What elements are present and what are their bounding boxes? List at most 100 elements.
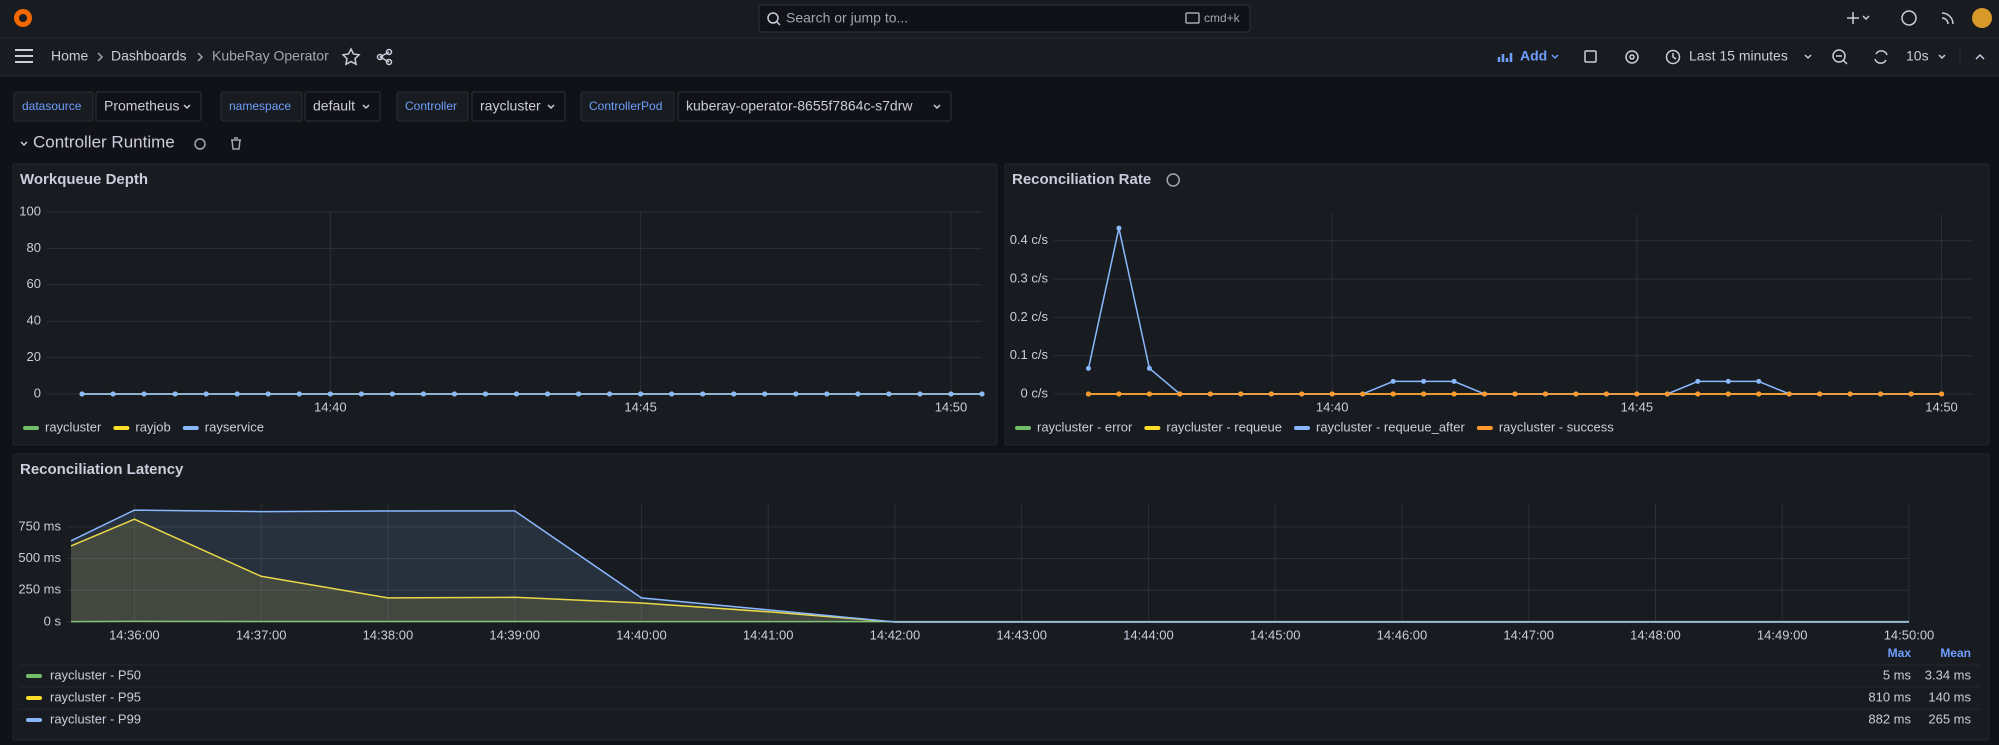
legend-column-header: Max	[1888, 646, 1912, 660]
variable-select[interactable]	[304, 91, 381, 122]
y-tick-label: 0 s	[44, 613, 62, 628]
legend-label[interactable]: raycluster - success	[1499, 419, 1614, 434]
row-delete-icon[interactable]	[231, 137, 241, 150]
refresh-icon[interactable]	[1874, 50, 1888, 64]
share-icon[interactable]	[379, 51, 390, 63]
legend-label[interactable]: raycluster	[45, 419, 102, 434]
x-tick-label: 14:41:00	[743, 627, 794, 642]
data-point	[1268, 391, 1274, 397]
refresh-interval[interactable]: 10s	[1906, 48, 1929, 64]
data-point	[327, 391, 333, 397]
panel-title: Reconciliation Latency	[20, 461, 184, 478]
data-point	[1786, 391, 1792, 397]
legend-label[interactable]: raycluster - P99	[50, 711, 141, 726]
data-point	[979, 391, 985, 397]
x-tick-label: 14:42:00	[870, 627, 921, 642]
new-icon[interactable]	[1847, 12, 1859, 24]
variable-label-box	[580, 91, 675, 122]
data-point	[1756, 391, 1762, 397]
panel	[1004, 163, 1990, 446]
variable-label: ControllerPod	[589, 99, 662, 113]
variable-value: kuberay-operator-8655f7864c-s7drw	[686, 98, 913, 114]
menu-icon[interactable]	[15, 49, 33, 63]
search-placeholder: Search or jump to...	[786, 10, 908, 26]
row-settings-icon[interactable]	[194, 138, 206, 150]
variable-value: raycluster	[480, 98, 541, 114]
legend-column-header: Mean	[1940, 646, 1971, 660]
variable-label: namespace	[229, 99, 291, 113]
clock-hands	[1672, 53, 1677, 60]
y-tick-label: 0 c/s	[1021, 385, 1049, 400]
y-tick-label: 500 ms	[18, 550, 61, 565]
legend-label[interactable]: raycluster - P95	[50, 689, 141, 704]
zoom-out-icon[interactable]	[1832, 49, 1846, 63]
legend-label[interactable]: rayjob	[135, 419, 170, 434]
avatar[interactable]	[1972, 8, 1992, 28]
x-tick-label: 14:50	[935, 399, 968, 414]
y-tick-label: 0	[34, 385, 41, 400]
help-icon[interactable]	[1901, 10, 1917, 26]
collapse-icon[interactable]	[1975, 53, 1985, 60]
clock-icon[interactable]	[1665, 49, 1681, 65]
data-point	[79, 391, 85, 397]
share-node	[385, 48, 393, 56]
data-point	[1817, 391, 1823, 397]
settings-icon[interactable]	[1625, 50, 1639, 64]
chevron	[1938, 54, 1946, 60]
x-tick-label: 14:40	[314, 399, 347, 414]
breadcrumb-separator	[197, 52, 204, 62]
x-tick-label: 14:40:00	[616, 627, 667, 642]
data-point	[389, 391, 395, 397]
data-point	[1482, 391, 1488, 397]
search-box[interactable]	[758, 4, 1251, 33]
breadcrumb[interactable]: Dashboards	[111, 48, 187, 64]
breadcrumb-separator	[97, 52, 104, 62]
star-icon[interactable]	[341, 47, 361, 66]
data-point	[1207, 391, 1213, 397]
legend-label[interactable]: raycluster - requeue	[1166, 419, 1282, 434]
shortcut-hint: cmd+k	[1204, 11, 1241, 25]
data-point	[1664, 391, 1670, 397]
data-point	[1939, 391, 1945, 397]
data-point	[1847, 391, 1853, 397]
y-tick-label: 0.1 c/s	[1010, 347, 1049, 362]
variable-value: Prometheus	[104, 98, 179, 114]
data-point	[1512, 391, 1518, 397]
add-button[interactable]: Add	[1520, 48, 1547, 64]
variable-select[interactable]	[471, 91, 566, 122]
data-point	[1329, 391, 1335, 397]
variable-label-box	[13, 91, 94, 122]
legend-label[interactable]: raycluster - P50	[50, 667, 141, 682]
save-icon[interactable]	[1584, 50, 1597, 63]
data-point	[1116, 225, 1122, 231]
data-point	[855, 391, 861, 397]
legend-label[interactable]: raycluster - requeue_after	[1316, 419, 1466, 434]
time-range-picker[interactable]: Last 15 minutes	[1689, 48, 1788, 64]
legend-label[interactable]: raycluster - error	[1037, 419, 1133, 434]
variable-select[interactable]	[95, 91, 202, 122]
data-point	[1238, 391, 1244, 397]
row-chevron[interactable]	[20, 141, 28, 147]
variable-select[interactable]	[677, 91, 952, 122]
legend-label[interactable]: rayservice	[205, 419, 264, 434]
legend-stat: 140 ms	[1928, 689, 1971, 704]
data-point	[482, 391, 488, 397]
data-point	[1421, 378, 1427, 384]
x-tick-label: 14:50:00	[1884, 627, 1935, 642]
info-icon[interactable]	[1166, 173, 1180, 187]
row-title[interactable]: Controller Runtime	[33, 132, 175, 151]
add-icon[interactable]	[1497, 53, 1513, 62]
data-point	[1725, 391, 1731, 397]
breadcrumb[interactable]: Home	[51, 48, 89, 64]
y-tick-label: 750 ms	[18, 518, 61, 533]
data-point	[1725, 378, 1731, 384]
legend-stat: 3.34 ms	[1925, 667, 1972, 682]
data-point	[1299, 391, 1305, 397]
series-area	[71, 510, 1909, 622]
x-tick-label: 14:49:00	[1757, 627, 1808, 642]
x-tick-label: 14:50	[1925, 399, 1958, 414]
data-point	[607, 391, 613, 397]
data-point	[1634, 391, 1640, 397]
x-tick-label: 14:48:00	[1630, 627, 1681, 642]
